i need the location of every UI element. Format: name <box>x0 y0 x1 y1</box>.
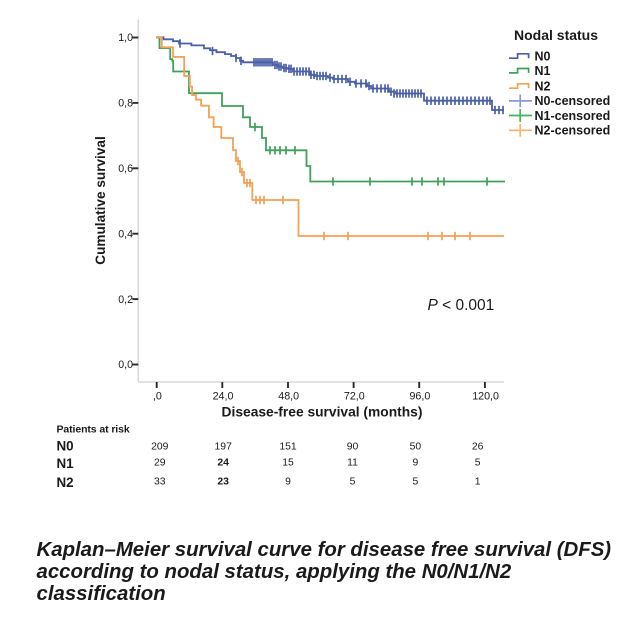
svg-text:0,2: 0,2 <box>118 294 133 306</box>
svg-text:151: 151 <box>279 441 297 452</box>
svg-text:N1-censored: N1-censored <box>535 109 611 123</box>
svg-text:N2: N2 <box>535 79 551 93</box>
svg-text:33: 33 <box>154 477 166 488</box>
svg-text:26: 26 <box>472 441 484 452</box>
svg-text:5: 5 <box>475 458 481 469</box>
svg-text:N0-censored: N0-censored <box>535 94 611 108</box>
svg-text:N1: N1 <box>535 64 551 78</box>
svg-text:classification: classification <box>37 583 166 605</box>
svg-text:N0: N0 <box>535 49 551 63</box>
svg-text:N0: N0 <box>57 438 74 453</box>
svg-text:120,0: 120,0 <box>472 391 499 403</box>
svg-text:according to nodal status, app: according to nodal status, applying the … <box>37 561 512 583</box>
svg-text:9: 9 <box>285 477 291 488</box>
svg-text:1: 1 <box>475 477 481 488</box>
svg-text:N1: N1 <box>57 456 75 471</box>
svg-text:11: 11 <box>347 458 358 469</box>
svg-text:Disease-free survival (months): Disease-free survival (months) <box>222 405 423 420</box>
svg-text:Cumulative survival: Cumulative survival <box>93 136 108 264</box>
svg-text:23: 23 <box>217 477 229 488</box>
svg-text:N2-censored: N2-censored <box>535 124 611 138</box>
svg-text:0,4: 0,4 <box>118 228 133 240</box>
svg-text:96,0: 96,0 <box>409 391 430 403</box>
svg-text:48,0: 48,0 <box>278 391 299 403</box>
svg-text:197: 197 <box>215 441 233 452</box>
svg-text:90: 90 <box>347 441 359 452</box>
svg-text:0,0: 0,0 <box>118 359 133 371</box>
svg-text:5: 5 <box>350 477 356 488</box>
svg-text:209: 209 <box>151 441 169 452</box>
svg-text:N2: N2 <box>57 475 74 490</box>
svg-text:50: 50 <box>410 441 422 452</box>
svg-text:24: 24 <box>217 458 229 469</box>
svg-text:0,6: 0,6 <box>118 163 133 175</box>
svg-text:Kaplan–Meier survival curve fo: Kaplan–Meier survival curve for disease … <box>37 539 612 561</box>
svg-text:5: 5 <box>413 477 419 488</box>
svg-text:P < 0.001: P < 0.001 <box>428 297 495 314</box>
svg-text:15: 15 <box>282 458 294 469</box>
svg-text:24,0: 24,0 <box>213 391 234 403</box>
svg-text:72,0: 72,0 <box>344 391 365 403</box>
svg-text:9: 9 <box>413 458 419 469</box>
svg-text:29: 29 <box>154 458 166 469</box>
svg-text:1,0: 1,0 <box>118 32 133 44</box>
svg-text:0,8: 0,8 <box>118 98 133 110</box>
svg-text:Nodal status: Nodal status <box>514 27 598 43</box>
svg-text:,0: ,0 <box>153 391 162 403</box>
svg-text:Patients at risk: Patients at risk <box>57 423 130 435</box>
